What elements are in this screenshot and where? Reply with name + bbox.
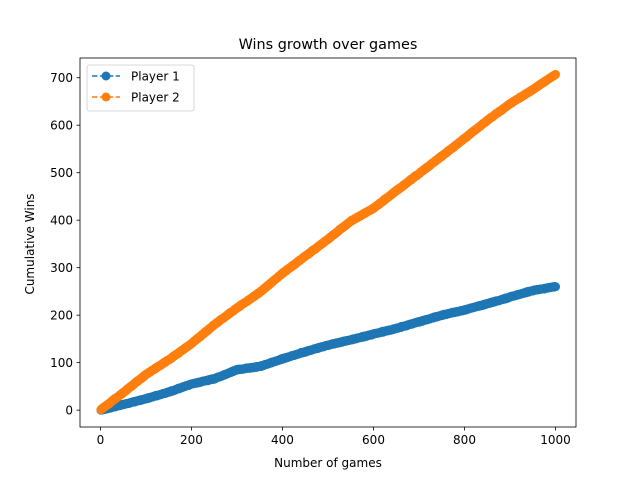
x-tick-label: 600 xyxy=(362,433,385,447)
y-axis-label: Cumulative Wins xyxy=(23,193,37,294)
legend-label-1: Player 1 xyxy=(131,69,180,83)
x-tick-label: 400 xyxy=(271,433,294,447)
legend-marker-1 xyxy=(101,71,111,81)
series-layer xyxy=(96,69,561,415)
x-tick-label: 800 xyxy=(453,433,476,447)
series-2-point xyxy=(551,69,561,79)
y-tick-label: 100 xyxy=(50,356,73,370)
legend-label-2: Player 2 xyxy=(131,90,180,104)
legend-marker-2 xyxy=(101,92,111,102)
axes-layer: 0 200 400 600 800 1000 0 100 200 300 400 500 600 700 xyxy=(50,57,577,447)
y-tick-label: 400 xyxy=(50,213,73,227)
chart-title: Wins growth over games xyxy=(239,37,418,53)
x-axis-label: Number of games xyxy=(274,456,382,470)
legend-box xyxy=(86,64,195,112)
y-tick-label: 700 xyxy=(50,71,73,85)
y-tick-label: 200 xyxy=(50,308,73,322)
x-tick-label: 1000 xyxy=(540,433,571,447)
x-tick-label: 200 xyxy=(180,433,203,447)
axes-frame xyxy=(79,57,577,428)
y-tick-label: 500 xyxy=(50,166,73,180)
x-tick-label: 0 xyxy=(97,433,105,447)
y-tick-label: 300 xyxy=(50,261,73,275)
series-2 xyxy=(96,69,561,415)
y-tick-label: 0 xyxy=(65,403,73,417)
legend: Player 1 Player 2 xyxy=(86,64,195,112)
series-1 xyxy=(96,282,561,415)
y-tick-label: 600 xyxy=(50,118,73,132)
series-1-point xyxy=(551,282,561,292)
